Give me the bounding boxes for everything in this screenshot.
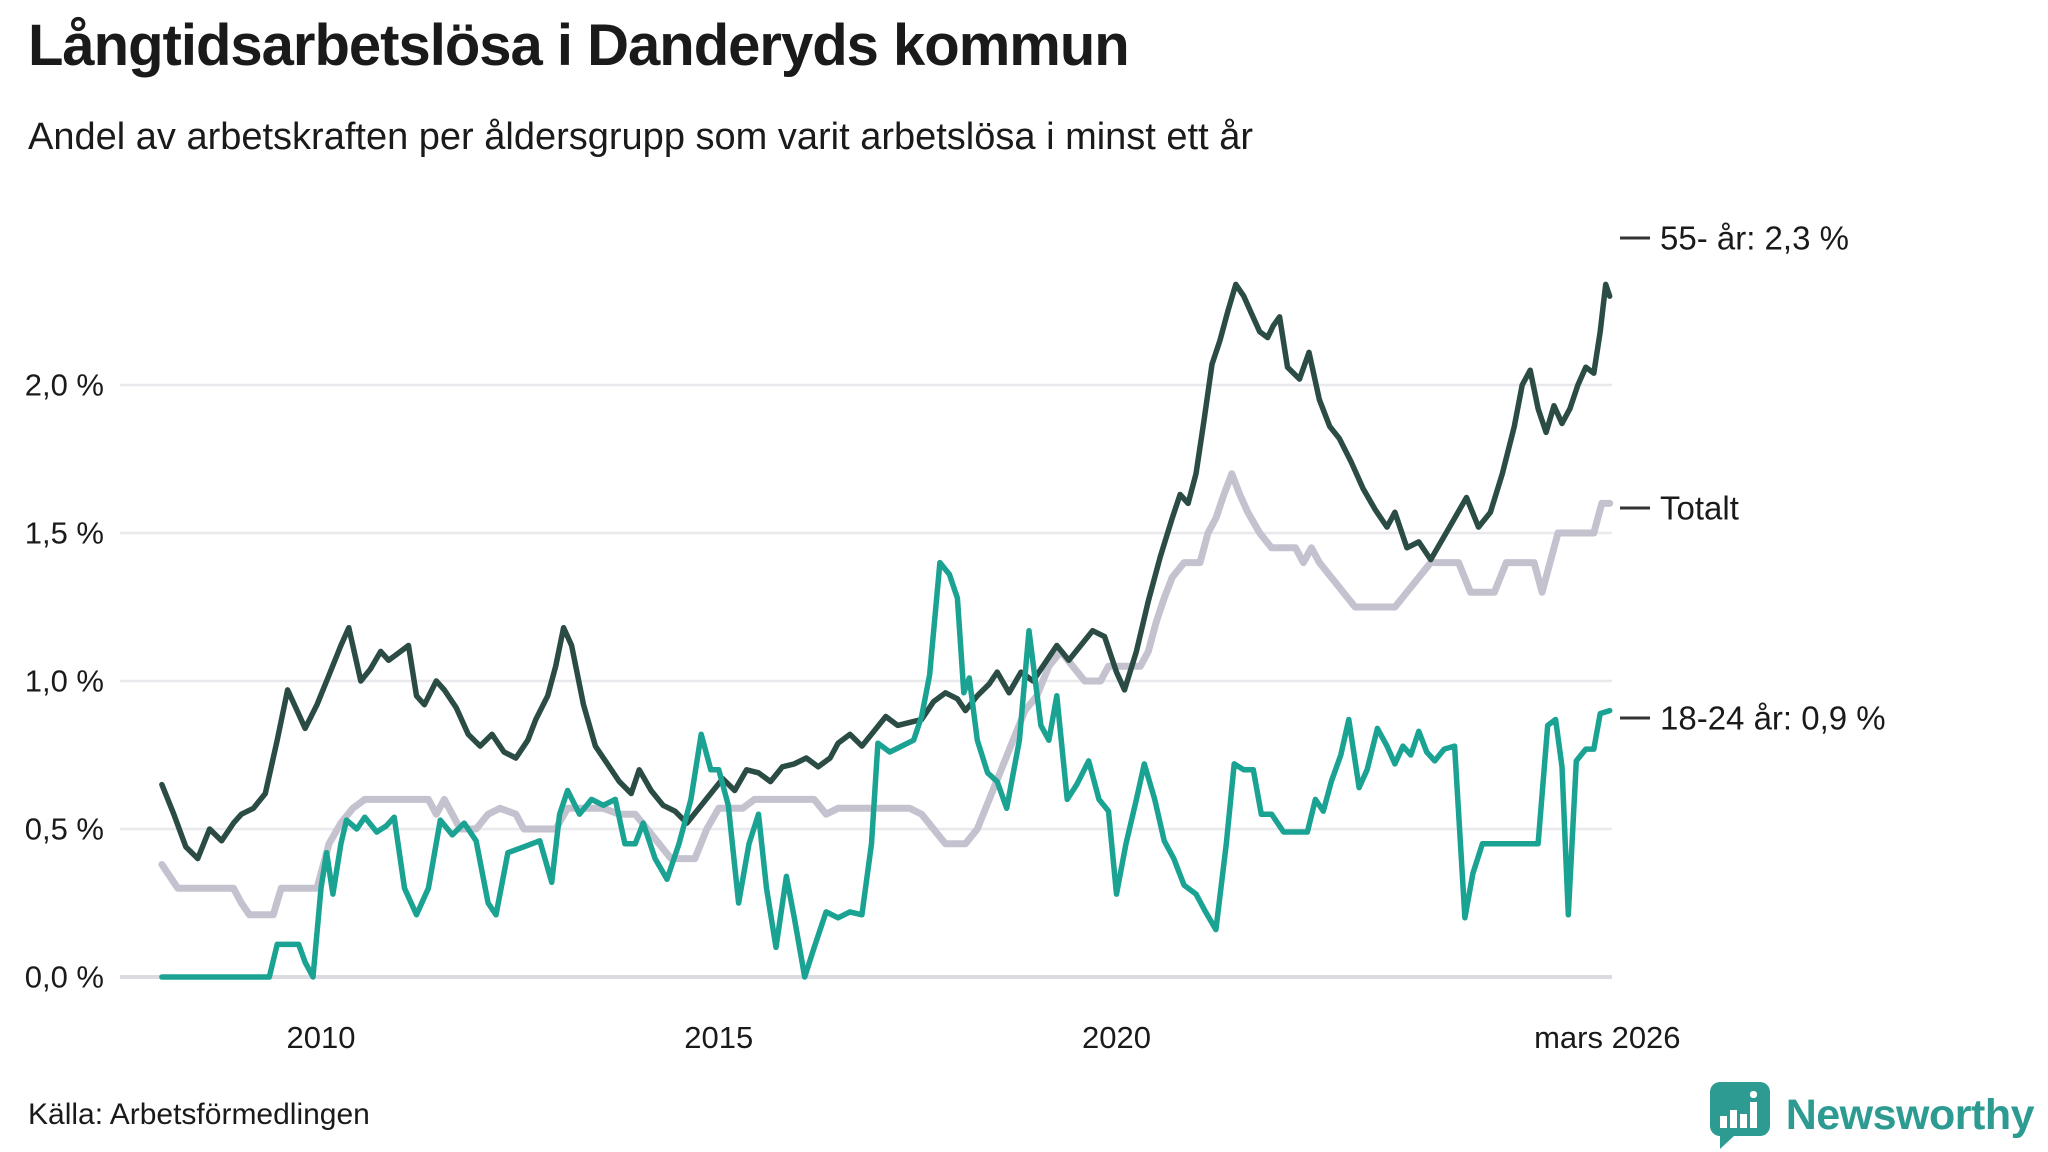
bar-2 <box>1729 1110 1737 1128</box>
x-tick-label: mars 2026 <box>1534 1020 1680 1055</box>
series-55-end-label: 55- år: 2,3 % <box>1660 220 1849 257</box>
series-18-24-line <box>159 559 1613 980</box>
series-totalt-line <box>158 470 1614 919</box>
series-18-24-end-label: 18-24 år: 0,9 % <box>1660 700 1886 737</box>
page-title: Långtidsarbetslösa i Danderyds kommun <box>28 13 1130 78</box>
y-tick-label: 2,0 % <box>25 368 104 403</box>
bar-1 <box>1719 1116 1727 1128</box>
x-tick-label: 2015 <box>684 1020 753 1055</box>
y-tick-label: 0,5 % <box>25 812 104 847</box>
x-tick-label: 2020 <box>1082 1020 1151 1055</box>
newsworthy-wordmark: Newsworthy <box>1785 1090 2035 1139</box>
series-totalt-end-label: Totalt <box>1660 490 1739 527</box>
x-tick-label: 2010 <box>287 1020 356 1055</box>
series-55-line <box>159 281 1613 862</box>
exclamation-dot <box>1749 1091 1757 1098</box>
newsworthy-bubble-icon <box>1709 1082 1770 1149</box>
bar-3 <box>1739 1114 1747 1128</box>
exclamation-bar <box>1749 1102 1757 1128</box>
newsworthy-logo: Newsworthy <box>1708 1080 2035 1150</box>
chart-subtitle: Andel av arbetskraften per åldersgrupp s… <box>28 116 1254 158</box>
gridlines <box>120 383 1612 979</box>
y-tick-label: 0,0 % <box>25 960 104 995</box>
source-note: Källa: Arbetsförmedlingen <box>28 1098 370 1131</box>
x-axis-labels: 2010 2015 2020 mars 2026 <box>287 1020 1681 1055</box>
y-tick-label: 1,5 % <box>25 516 104 551</box>
y-tick-label: 1,0 % <box>25 664 104 699</box>
y-axis-labels: 0,0 % 0,5 % 1,0 % 1,5 % 2,0 % <box>25 368 104 995</box>
